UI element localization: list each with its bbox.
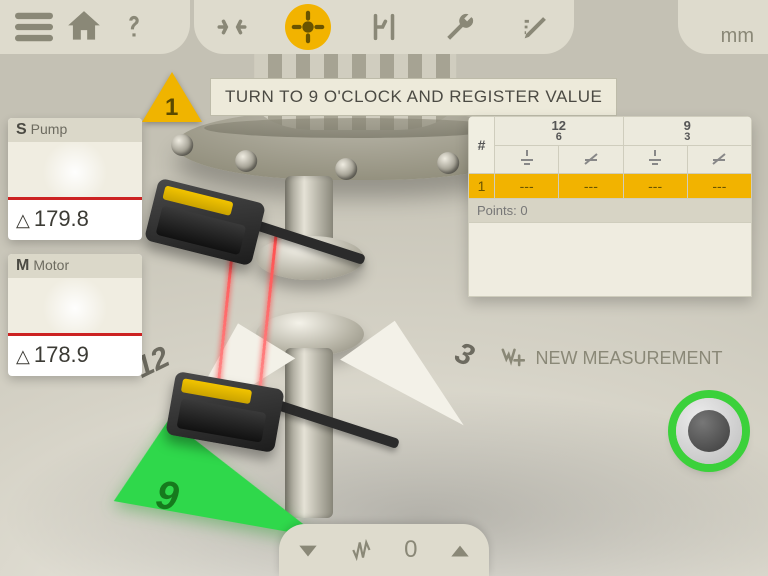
- menu-button[interactable]: [12, 5, 56, 49]
- col-angle-2: [687, 146, 751, 174]
- help-icon: [115, 8, 153, 46]
- new-measurement-label: NEW MEASUREMENT: [535, 348, 722, 369]
- cell: ---: [559, 174, 623, 199]
- col-offset-2: [623, 146, 687, 174]
- waveform-icon: [350, 537, 376, 563]
- sensor-m-value: 178.9: [8, 336, 142, 376]
- step-couple[interactable]: [361, 4, 407, 50]
- row-number: 1: [469, 174, 495, 199]
- sensor-s-header: SPump: [8, 118, 142, 142]
- bolt: [171, 134, 193, 156]
- units-label: mm: [678, 0, 768, 54]
- points-row: Points: 0: [469, 199, 752, 223]
- bolt: [235, 150, 257, 172]
- wrench-icon: [443, 10, 477, 44]
- cell: ---: [495, 174, 559, 199]
- table-blank: [469, 223, 752, 297]
- sensor-m-header: MMotor: [8, 254, 142, 278]
- instruction-banner: 1 TURN TO 9 O'CLOCK AND REGISTER VALUE: [142, 72, 617, 122]
- cell: ---: [687, 174, 751, 199]
- home-button[interactable]: [62, 5, 106, 49]
- measure-icon: [291, 10, 325, 44]
- step-adjust[interactable]: [437, 4, 483, 50]
- targets-icon: [215, 10, 249, 44]
- cell: ---: [623, 174, 687, 199]
- sensor-m-detector: [8, 278, 142, 336]
- measurement-table[interactable]: # 126 93 1 --- --- --- --- Points: 0: [468, 116, 752, 297]
- home-icon: [65, 8, 103, 46]
- bolt: [335, 158, 357, 180]
- chevron-down-icon: [295, 537, 321, 563]
- step-measure[interactable]: [285, 4, 331, 50]
- step-targets[interactable]: [209, 4, 255, 50]
- step-up-button[interactable]: [445, 528, 475, 572]
- col-angle-1: [559, 146, 623, 174]
- couple-icon: [367, 10, 401, 44]
- step-index: 0: [404, 536, 417, 564]
- menu-icon: [15, 8, 53, 46]
- col-group-12-6: 126: [495, 117, 624, 146]
- index-stepper: 0: [279, 524, 489, 576]
- bolt: [437, 152, 459, 174]
- clock-label-9: 9: [153, 473, 181, 521]
- step-badge: 1: [142, 72, 202, 122]
- sensor-s-detector: [8, 142, 142, 200]
- sensor-panel-m[interactable]: MMotor 178.9: [8, 254, 142, 376]
- laser-unit-s: [144, 178, 266, 267]
- chevron-up-icon: [447, 537, 473, 563]
- help-button[interactable]: [112, 5, 156, 49]
- step-down-button[interactable]: [293, 528, 323, 572]
- new-measurement-icon: [497, 344, 525, 372]
- col-hash: #: [469, 117, 495, 174]
- nav-bar: [0, 0, 190, 54]
- col-group-9-3: 93: [623, 117, 752, 146]
- report-icon: [519, 10, 553, 44]
- table-row[interactable]: 1 --- --- --- ---: [469, 174, 752, 199]
- step-report[interactable]: [513, 4, 559, 50]
- sensor-panel-s[interactable]: SPump 179.8: [8, 118, 142, 240]
- workflow-steps: [194, 0, 574, 54]
- instruction-text: TURN TO 9 O'CLOCK AND REGISTER VALUE: [210, 78, 617, 116]
- col-offset-1: [495, 146, 559, 174]
- sensor-s-value: 179.8: [8, 200, 142, 240]
- step-number: 1: [165, 94, 178, 122]
- record-button[interactable]: [676, 398, 742, 464]
- new-measurement-button[interactable]: NEW MEASUREMENT: [468, 336, 752, 380]
- clock-wedge-3: 3: [346, 336, 486, 396]
